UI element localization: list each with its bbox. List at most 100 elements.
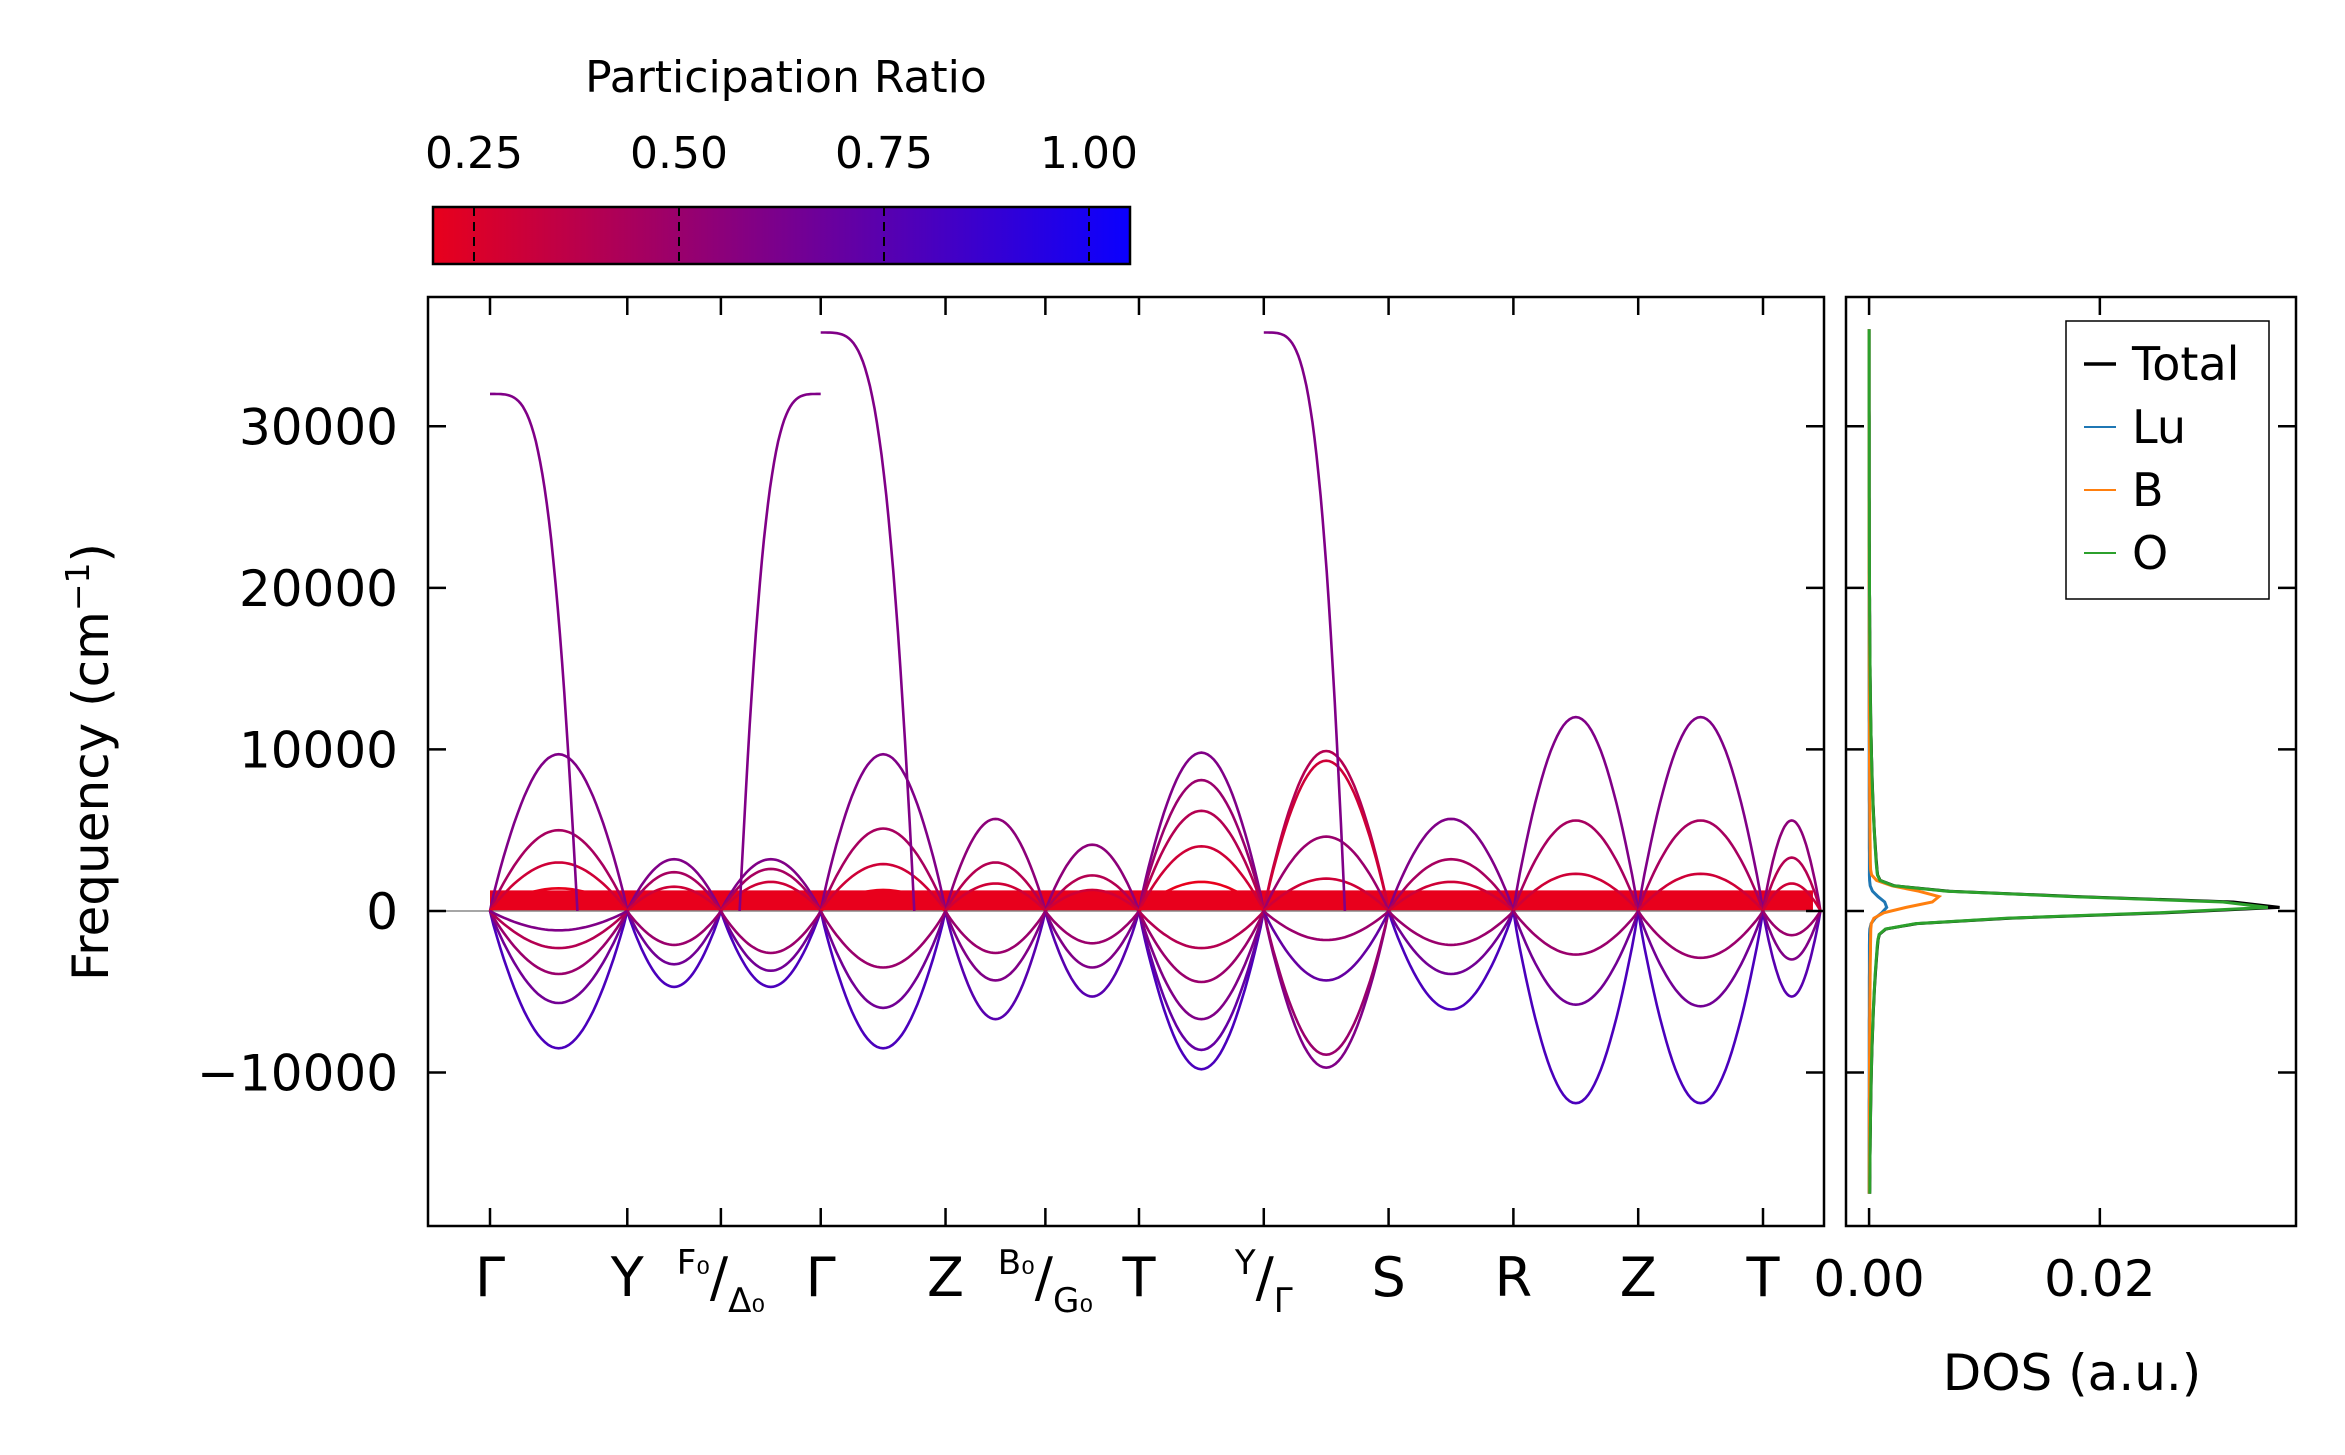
colorbar-gradient <box>431 205 1132 266</box>
band-line-positive <box>819 862 947 912</box>
band-line-positive <box>1512 715 1640 912</box>
band-line-negative <box>944 910 1047 955</box>
kpoint-label-sep: / <box>1035 1246 1054 1309</box>
band-line-negative <box>1262 910 1390 1057</box>
band-line-positive <box>626 885 722 912</box>
colorbar-ticks: 0.25 0.50 0.75 1.00 <box>425 128 1138 264</box>
band-line-negative <box>1387 910 1515 976</box>
band-line-positive <box>819 827 947 912</box>
kpoint-label: Γ <box>806 1246 836 1309</box>
band-line-upper <box>738 392 821 911</box>
kpoint-label: Y <box>610 1246 645 1309</box>
band-y-ticks: −10000 0 10000 20000 30000 <box>197 398 1824 1103</box>
y-label-close: ) <box>62 543 120 563</box>
dos-x-tick-label: 0.02 <box>2044 1250 2155 1308</box>
kpoint-label-sub: Γ <box>1274 1281 1293 1321</box>
band-line-positive <box>1137 809 1266 912</box>
band-line-upper <box>1263 331 1347 911</box>
kpoint-label: Z <box>1620 1246 1657 1309</box>
band-line-negative <box>1044 910 1141 998</box>
band-y-tick-label: 0 <box>366 883 398 941</box>
colorbar-title: Participation Ratio <box>585 52 987 103</box>
kpoint-label-sup: B₀ <box>998 1243 1035 1283</box>
band-line-negative <box>1137 910 1266 1021</box>
dos-line-b <box>1867 329 1943 1194</box>
kpoint-label-sup: Y <box>1234 1243 1256 1283</box>
band-line-positive <box>1044 874 1141 912</box>
band-y-tick-label: −10000 <box>197 1045 398 1103</box>
kpoint-label: T <box>1746 1246 1781 1309</box>
band-line-positive <box>719 857 822 912</box>
legend-label: B <box>2132 463 2164 517</box>
band-line-positive <box>719 867 822 912</box>
band-line-negative <box>1512 910 1640 1105</box>
band-line-negative <box>1137 910 1266 1052</box>
kpoint-label: R <box>1495 1246 1533 1309</box>
band-lines <box>428 331 1824 1105</box>
band-line-positive <box>719 880 822 912</box>
band-line-negative <box>1262 910 1390 982</box>
band-line-positive <box>819 752 947 912</box>
band-line-negative <box>1044 910 1141 969</box>
band-line-negative <box>719 910 822 989</box>
kpoint-label-sub: G₀ <box>1053 1281 1093 1321</box>
legend-label: Lu <box>2132 400 2186 454</box>
band-line-upper <box>820 331 916 911</box>
band-line-negative <box>1512 910 1640 1007</box>
band-line-negative <box>1512 910 1640 956</box>
dos-axes-frame <box>1844 295 2298 1228</box>
kpoint-label-sep: / <box>710 1246 729 1309</box>
band-line-positive <box>1512 872 1640 912</box>
dos-x-tick-label: 0.00 <box>1813 1250 1924 1308</box>
band-line-positive <box>1637 872 1764 912</box>
band-line-positive <box>1262 759 1390 912</box>
band-line-negative <box>1387 910 1515 947</box>
band-line-positive <box>1137 751 1266 912</box>
kpoint-label: S <box>1371 1246 1405 1309</box>
band-line-positive <box>819 888 947 912</box>
band-y-axis-label: Frequency (cm−1) <box>58 543 121 981</box>
kpoint-label: T <box>1121 1246 1156 1309</box>
band-line-negative <box>1387 910 1515 1011</box>
dos-panel: 0.00 0.02 DOS (a.u.) Total Lu BO <box>1813 295 2298 1402</box>
colorbar-tick-label: 0.25 <box>425 128 523 179</box>
dos-lines <box>1867 329 2280 1194</box>
band-line-negative <box>719 910 822 973</box>
colorbar-tick-label: 0.75 <box>835 128 933 179</box>
band-line-positive <box>488 752 629 912</box>
band-kpoint-ticks: Γ Y F₀/Δ₀ Γ Z B₀/G₀ T Y/Γ S R Z T <box>475 297 1781 1321</box>
band-line-negative <box>1636 910 1765 1008</box>
band-line-negative <box>1137 910 1266 1071</box>
band-line-negative <box>1637 910 1765 960</box>
band-line-positive <box>1262 877 1390 912</box>
dos-line-o <box>1867 329 2269 1194</box>
band-line-positive <box>1387 880 1515 912</box>
colorbar-tick-label: 1.00 <box>1040 128 1138 179</box>
band-line-negative <box>1636 910 1765 1105</box>
band-line-positive <box>1387 817 1515 912</box>
band-line-negative <box>1137 910 1265 950</box>
band-line-negative <box>944 910 1047 982</box>
kpoint-label-sep: / <box>1256 1246 1275 1309</box>
band-line-positive <box>488 828 629 912</box>
band-line-positive <box>1761 819 1822 912</box>
band-line-negative <box>1761 910 1822 937</box>
band-axes-frame <box>426 295 1826 1228</box>
dos-legend: Total Lu BO <box>2065 320 2270 600</box>
band-line-positive <box>626 857 723 912</box>
band-line-negative <box>1044 910 1141 945</box>
band-line-positive <box>488 861 629 912</box>
band-line-negative <box>1761 910 1822 998</box>
band-line-positive <box>944 882 1047 912</box>
band-line-negative <box>819 910 947 1010</box>
band-line-positive <box>489 886 629 912</box>
participation-ratio-colorbar: Participation Ratio 0.25 0.50 0.75 1.00 <box>425 52 1138 266</box>
band-line-positive <box>1761 882 1822 912</box>
legend-label: Total <box>2131 337 2239 391</box>
kpoint-label: Γ <box>475 1246 505 1309</box>
band-line-positive <box>1262 835 1390 912</box>
band-line-negative <box>488 910 629 976</box>
dos-ticks: 0.00 0.02 <box>1813 297 2296 1308</box>
